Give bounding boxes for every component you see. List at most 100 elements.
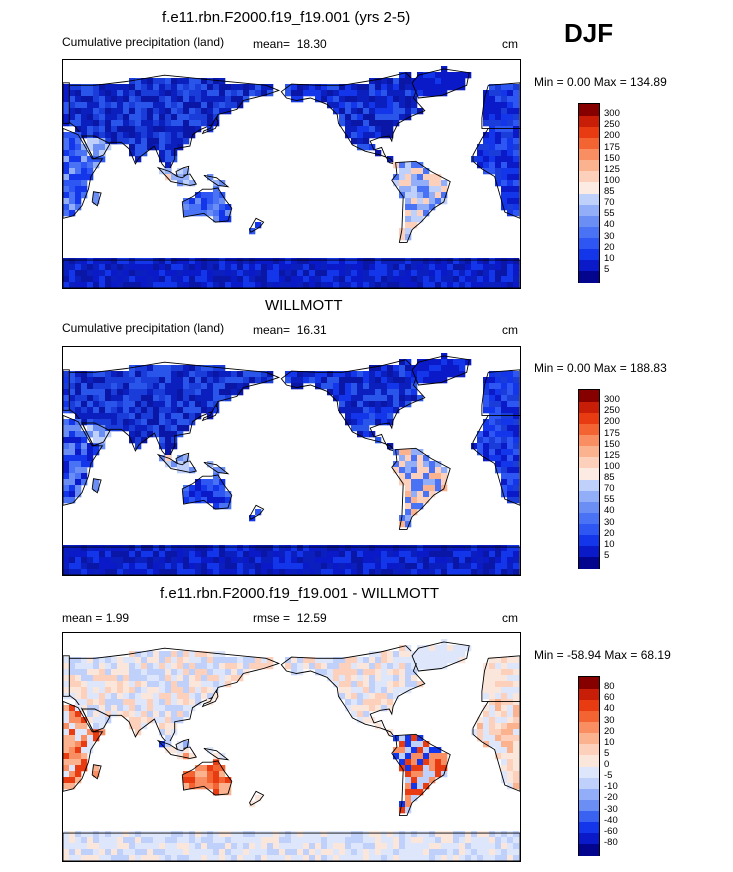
map-cell — [177, 78, 184, 85]
map-cell — [75, 717, 82, 724]
map-cell — [219, 491, 226, 498]
map-cell — [81, 855, 88, 861]
map-cell — [435, 276, 442, 283]
map-cell — [351, 831, 358, 838]
map-cell — [87, 84, 94, 91]
map-cell — [87, 563, 94, 570]
map-cell — [195, 264, 202, 271]
map-cell — [255, 282, 262, 288]
map-cell — [129, 78, 136, 85]
map-cell — [291, 270, 298, 277]
map-cell — [123, 90, 130, 97]
colorbar-segment — [579, 170, 599, 183]
map-cell — [411, 102, 418, 109]
map-cell — [369, 663, 376, 670]
map-cell — [363, 431, 370, 438]
map-cell — [87, 144, 94, 151]
map-cell — [399, 108, 406, 115]
map-cell — [303, 270, 310, 277]
map-cell — [495, 443, 502, 450]
map-cell — [63, 467, 70, 474]
map-cell — [183, 651, 190, 658]
map-cell — [513, 735, 520, 742]
map-cell — [177, 545, 184, 552]
map-cell — [135, 102, 142, 109]
map-cell — [225, 383, 232, 390]
map-cell — [381, 663, 388, 670]
map-cell — [63, 783, 70, 790]
map-cell — [417, 467, 424, 474]
map-cell — [81, 735, 88, 742]
map-cell — [423, 783, 430, 790]
map-cell — [165, 395, 172, 402]
map-cell — [369, 108, 376, 115]
map-cell — [411, 831, 418, 838]
map-cell — [63, 765, 70, 772]
map-cell — [435, 551, 442, 558]
colorbar-tick-label: 85 — [604, 186, 615, 197]
map-cell — [489, 431, 496, 438]
map-cell — [363, 371, 370, 378]
map-cell — [501, 144, 508, 151]
map-cell — [369, 557, 376, 564]
map-cell — [363, 687, 370, 694]
map-cell — [135, 705, 142, 712]
map-cell — [177, 96, 184, 103]
map-cell — [117, 681, 124, 688]
map-cell — [189, 837, 196, 844]
map-cell — [429, 663, 436, 670]
map-cell — [309, 270, 316, 277]
map-cell — [249, 276, 256, 283]
map-cell — [225, 831, 232, 838]
map-cell — [201, 108, 208, 115]
map-cell — [501, 419, 508, 426]
map-cell — [393, 551, 400, 558]
map-cell — [495, 150, 502, 157]
map-cell — [507, 96, 514, 103]
map-cell — [255, 843, 262, 850]
map-cell — [339, 657, 346, 664]
colorbar-tick-label: 175 — [604, 427, 620, 439]
map-cell — [315, 657, 322, 664]
map-cell — [123, 126, 130, 133]
map-cell — [135, 132, 142, 139]
map-cell — [219, 180, 226, 187]
map-cell — [399, 186, 406, 193]
map-cell — [483, 705, 490, 712]
map-cell — [513, 491, 520, 498]
map-cell — [141, 675, 148, 682]
map-cell — [153, 563, 160, 570]
map-cell — [129, 545, 136, 552]
panel-2-map-svg — [63, 353, 520, 575]
map-cell — [249, 377, 256, 384]
map-cell — [327, 90, 334, 97]
panel-2-variable-label: Cumulative precipitation (land) — [62, 321, 225, 335]
map-cell — [81, 174, 88, 181]
map-cell — [87, 156, 94, 163]
colorbar-segment — [579, 126, 599, 138]
map-cell — [105, 569, 112, 575]
map-cell — [357, 413, 364, 420]
map-cell — [207, 192, 214, 199]
map-cell — [117, 407, 124, 414]
map-cell — [411, 282, 418, 288]
map-cell — [399, 461, 406, 468]
map-cell — [99, 717, 106, 724]
map-cell — [99, 413, 106, 420]
map-cell — [291, 657, 298, 664]
coastline-namerica — [280, 72, 426, 165]
map-cell — [219, 84, 226, 91]
map-cell — [87, 419, 94, 426]
map-cell — [189, 771, 196, 778]
map-cell — [171, 843, 178, 850]
map-cell — [165, 449, 172, 456]
map-cell — [225, 210, 232, 217]
map-cell — [315, 843, 322, 850]
map-cell — [297, 258, 304, 265]
map-cell — [213, 365, 220, 372]
map-cell — [69, 723, 76, 730]
map-cell — [381, 371, 388, 378]
map-cell — [321, 270, 328, 277]
map-cell — [69, 473, 76, 480]
map-cell — [417, 569, 424, 575]
